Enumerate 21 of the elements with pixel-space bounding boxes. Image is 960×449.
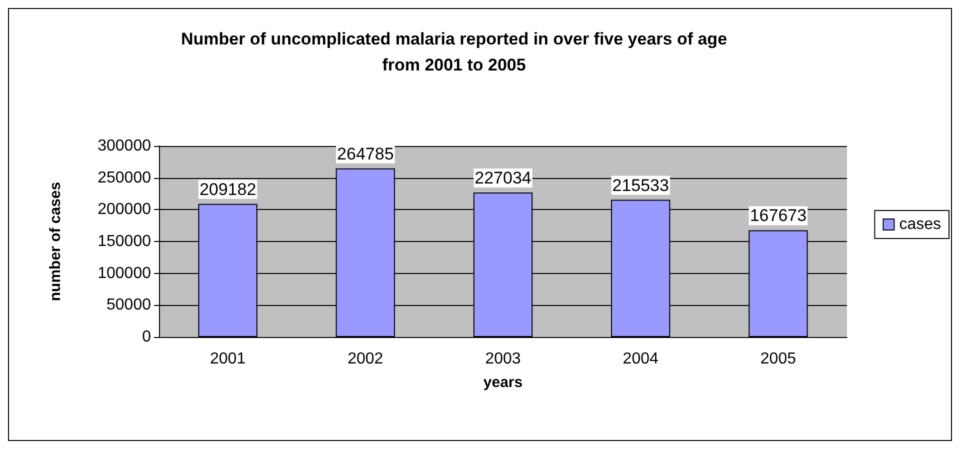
y-tick-label: 150000 [98, 233, 152, 250]
y-tick-label: 100000 [98, 264, 152, 282]
y-tick-label: 0 [142, 328, 152, 346]
data-label: 227034 [474, 168, 532, 188]
data-label: 215533 [612, 176, 669, 195]
y-tick-label: 200000 [98, 201, 152, 218]
x-tick-label: 2002 [348, 350, 384, 368]
x-axis-title: years [483, 374, 523, 391]
y-tick-label: 250000 [98, 169, 152, 186]
x-tick-label: 2004 [622, 350, 658, 368]
x-tick-label: 2005 [760, 350, 796, 368]
data-label: 209182 [199, 180, 256, 199]
y-axis-title: number of cases [47, 182, 64, 302]
y-tick-label: 300000 [98, 138, 152, 154]
chart-title: Number of uncomplicated malaria reported in over five years of age from 2001 to 2005 [180, 30, 728, 74]
x-tick-label: 2001 [210, 350, 246, 368]
y-tick-label: 50000 [106, 296, 152, 314]
data-label: 167673 [750, 206, 807, 226]
data-label: 264785 [337, 144, 394, 164]
legend-label: cases [899, 216, 941, 233]
x-tick-label: 2003 [485, 350, 521, 368]
